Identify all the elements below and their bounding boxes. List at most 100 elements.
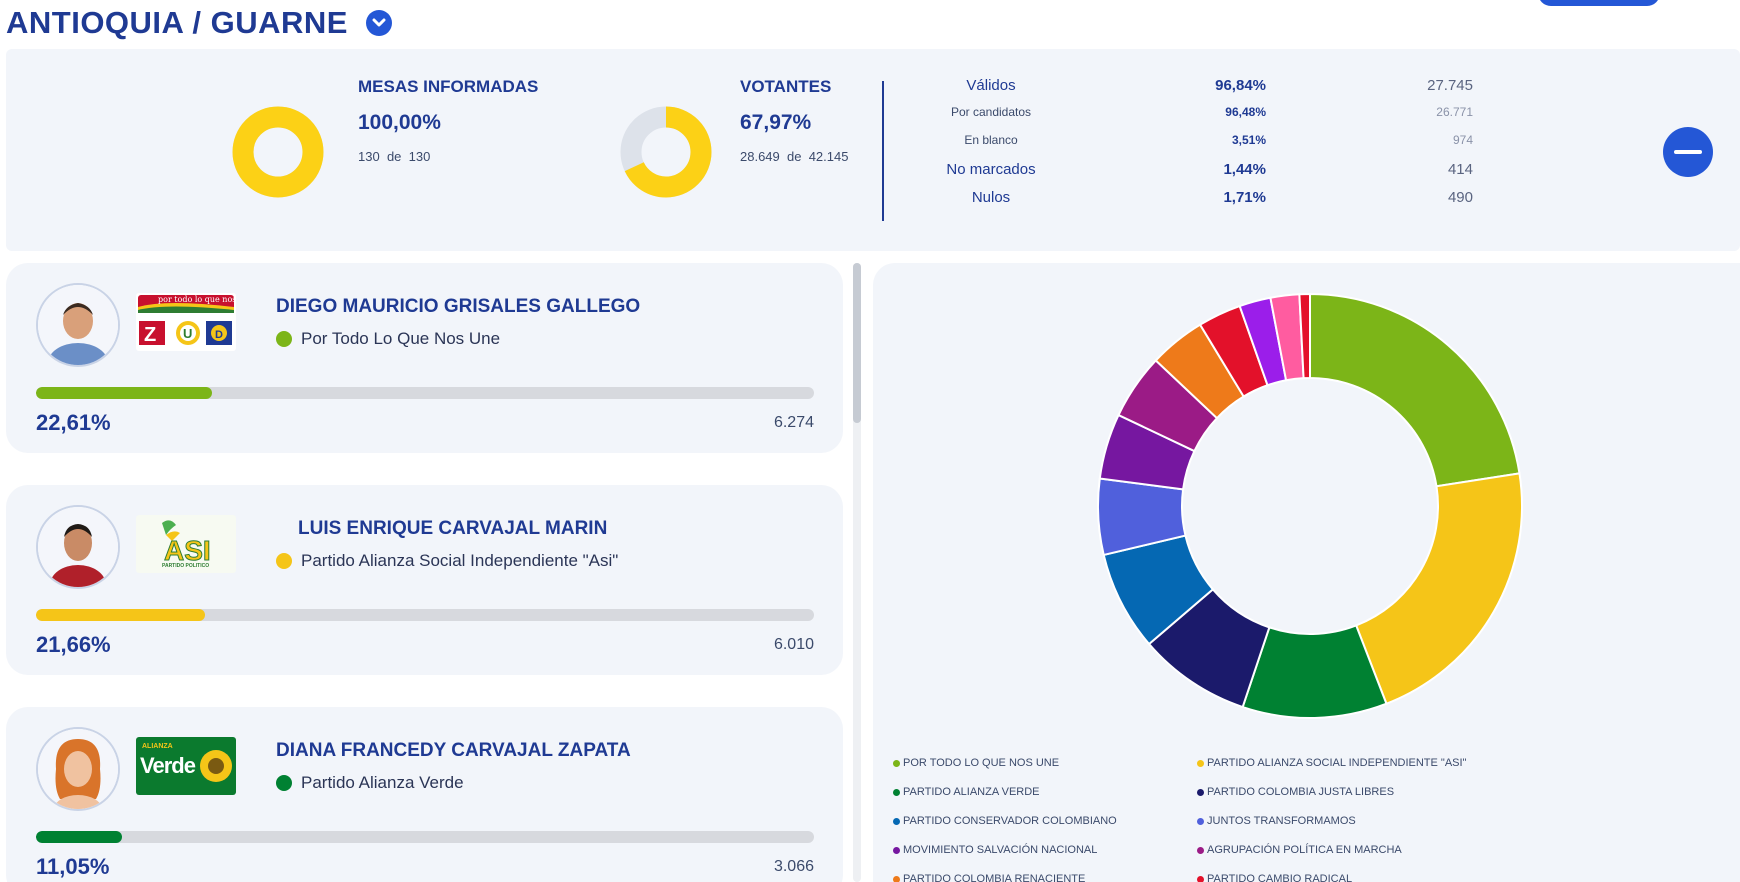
party-logo-asi: ASI PARTIDO POLITICO bbox=[136, 515, 236, 573]
vote-progress-fill bbox=[36, 831, 122, 843]
mesas-label: MESAS INFORMADAS bbox=[358, 77, 539, 96]
party-name: Partido Alianza Verde bbox=[301, 773, 464, 792]
row-label: En blanco bbox=[964, 133, 1018, 147]
candidate-party: Por Todo Lo Que Nos Une bbox=[276, 329, 500, 349]
party-color-dot bbox=[276, 553, 292, 569]
legend-item[interactable]: JUNTOS TRANSFORMAMOS bbox=[1197, 815, 1356, 827]
row-pct: 96,84% bbox=[1215, 77, 1266, 94]
legend-color-dot bbox=[893, 759, 900, 767]
candidate-name: LUIS ENRIQUE CARVAJAL MARIN bbox=[298, 518, 608, 539]
votantes-count-line: 28.649 de 42.145 bbox=[740, 149, 848, 164]
legend-item[interactable]: PARTIDO COLOMBIA RENACIENTE bbox=[893, 873, 1085, 882]
legend-label: JUNTOS TRANSFORMAMOS bbox=[1207, 815, 1356, 827]
verde-logo-small: ALIANZA bbox=[142, 743, 173, 750]
mesas-count-line: 130 de 130 bbox=[358, 149, 538, 164]
legend-item[interactable]: PARTIDO CAMBIO RADICAL bbox=[1197, 873, 1352, 882]
legend-label: PARTIDO CONSERVADOR COLOMBIANO bbox=[903, 815, 1117, 827]
party-logo-coalition: Z U D por todo lo que nos une bbox=[136, 293, 236, 351]
svg-text:U: U bbox=[183, 326, 192, 341]
votantes-total: 42.145 bbox=[808, 149, 849, 164]
mesas-pct: 100,00% bbox=[358, 111, 441, 134]
legend-label: MOVIMIENTO SALVACIÓN NACIONAL bbox=[903, 844, 1098, 856]
legend-color-dot bbox=[893, 846, 900, 854]
top-action-button[interactable] bbox=[1538, 0, 1660, 6]
votes-row-en-blanco: En blanco 3,51% 974 bbox=[906, 133, 1476, 161]
candidate-party: Partido Alianza Social Independiente "As… bbox=[276, 551, 618, 571]
mesas-of: de bbox=[386, 149, 402, 164]
row-num: 27.745 bbox=[1427, 77, 1473, 94]
row-pct: 96,48% bbox=[1225, 105, 1266, 119]
row-pct: 3,51% bbox=[1231, 133, 1266, 147]
legend-label: PARTIDO COLOMBIA RENACIENTE bbox=[903, 873, 1086, 882]
legend-color-dot bbox=[1197, 759, 1204, 767]
votantes-label: VOTANTES bbox=[740, 77, 832, 96]
row-label: No marcados bbox=[946, 161, 1036, 178]
votantes-of: de bbox=[787, 149, 802, 164]
votantes-stat: VOTANTES 67,97% 28.649 de 42.145 bbox=[740, 77, 848, 164]
person-icon bbox=[38, 729, 118, 809]
candidate-pct: 22,61% bbox=[36, 410, 111, 435]
legend-color-dot bbox=[893, 875, 900, 882]
candidate-avatar bbox=[36, 505, 120, 589]
legend-label: AGRUPACIÓN POLÍTICA EN MARCHA bbox=[1207, 844, 1402, 856]
donut-slice[interactable] bbox=[1298, 292, 1311, 380]
chevron-down-icon bbox=[372, 18, 386, 27]
candidate-name: DIEGO MAURICIO GRISALES GALLEGO bbox=[276, 296, 641, 317]
votantes-donut bbox=[620, 106, 712, 198]
legend-label: PARTIDO COLOMBIA JUSTA LIBRES bbox=[1207, 786, 1395, 798]
asi-bird-icon bbox=[162, 520, 180, 541]
vote-progress-bar bbox=[36, 831, 814, 843]
row-pct: 1,71% bbox=[1223, 189, 1266, 206]
legend-color-dot bbox=[893, 788, 900, 796]
candidate-votes: 6.274 bbox=[773, 414, 814, 431]
summary-divider bbox=[882, 81, 884, 221]
row-num: 490 bbox=[1447, 189, 1473, 206]
legend-item[interactable]: AGRUPACIÓN POLÍTICA EN MARCHA bbox=[1197, 844, 1402, 856]
legend-color-dot bbox=[893, 817, 900, 825]
candidate-name: DIANA FRANCEDY CARVAJAL ZAPATA bbox=[276, 740, 631, 761]
donut-slice[interactable] bbox=[1309, 292, 1521, 488]
votes-row-por-candidatos: Por candidatos 96,48% 26.771 bbox=[906, 105, 1476, 133]
legend-item[interactable]: PARTIDO CONSERVADOR COLOMBIANO bbox=[893, 815, 1117, 827]
collapse-summary-button[interactable] bbox=[1663, 127, 1713, 177]
candidates-scrollbar-track[interactable] bbox=[853, 263, 861, 882]
minus-icon bbox=[1674, 150, 1702, 154]
votes-row-validos: Válidos 96,84% 27.745 bbox=[906, 77, 1476, 105]
mesas-count: 130 bbox=[358, 149, 380, 164]
vote-progress-fill bbox=[36, 609, 205, 621]
row-num: 26.771 bbox=[1436, 105, 1473, 119]
vote-progress-fill bbox=[36, 387, 212, 399]
candidates-list: Z U D por todo lo que nos une DIEGO MAUR… bbox=[6, 263, 843, 882]
mesas-donut bbox=[232, 106, 324, 198]
svg-text:Z: Z bbox=[144, 324, 156, 346]
legend-item[interactable]: PARTIDO COLOMBIA JUSTA LIBRES bbox=[1197, 786, 1394, 798]
coalition-logo-icon: Z U D bbox=[136, 293, 236, 351]
location-dropdown-button[interactable] bbox=[365, 10, 392, 36]
legend-color-dot bbox=[1197, 788, 1204, 796]
legend-item[interactable]: POR TODO LO QUE NOS UNE bbox=[893, 757, 1059, 769]
candidates-scrollbar-thumb[interactable] bbox=[853, 263, 861, 423]
candidate-card[interactable]: Z U D por todo lo que nos une DIEGO MAUR… bbox=[6, 263, 843, 453]
legend-item[interactable]: PARTIDO ALIANZA SOCIAL INDEPENDIENTE "AS… bbox=[1197, 757, 1466, 769]
legend-item[interactable]: PARTIDO ALIANZA VERDE bbox=[893, 786, 1040, 798]
row-num: 414 bbox=[1447, 161, 1473, 178]
legend-item[interactable]: MOVIMIENTO SALVACIÓN NACIONAL bbox=[893, 844, 1097, 856]
location-header: ANTIOQUIA / GUARNE bbox=[6, 2, 392, 44]
legend-label: PARTIDO CAMBIO RADICAL bbox=[1207, 873, 1353, 882]
row-pct: 1,44% bbox=[1223, 161, 1266, 178]
results-donut-chart bbox=[1097, 292, 1523, 719]
candidate-card[interactable]: ALIANZA Verde DIANA FRANCEDY CARVAJAL ZA… bbox=[6, 707, 843, 882]
person-icon bbox=[38, 507, 118, 587]
legend-label: PARTIDO ALIANZA SOCIAL INDEPENDIENTE "AS… bbox=[1207, 757, 1467, 769]
legend-color-dot bbox=[1197, 875, 1204, 882]
asi-logo-sub: PARTIDO POLITICO bbox=[162, 563, 210, 569]
svg-text:D: D bbox=[215, 329, 223, 341]
legend-color-dot bbox=[1197, 846, 1204, 854]
candidate-avatar bbox=[36, 283, 120, 367]
donut-slice[interactable] bbox=[1354, 472, 1523, 706]
candidate-pct: 21,66% bbox=[36, 632, 111, 657]
legend-label: POR TODO LO QUE NOS UNE bbox=[903, 757, 1060, 769]
candidate-votes: 3.066 bbox=[773, 858, 814, 875]
row-num: 974 bbox=[1452, 133, 1473, 147]
candidate-card[interactable]: ASI PARTIDO POLITICO LUIS ENRIQUE CARVAJ… bbox=[6, 485, 843, 675]
